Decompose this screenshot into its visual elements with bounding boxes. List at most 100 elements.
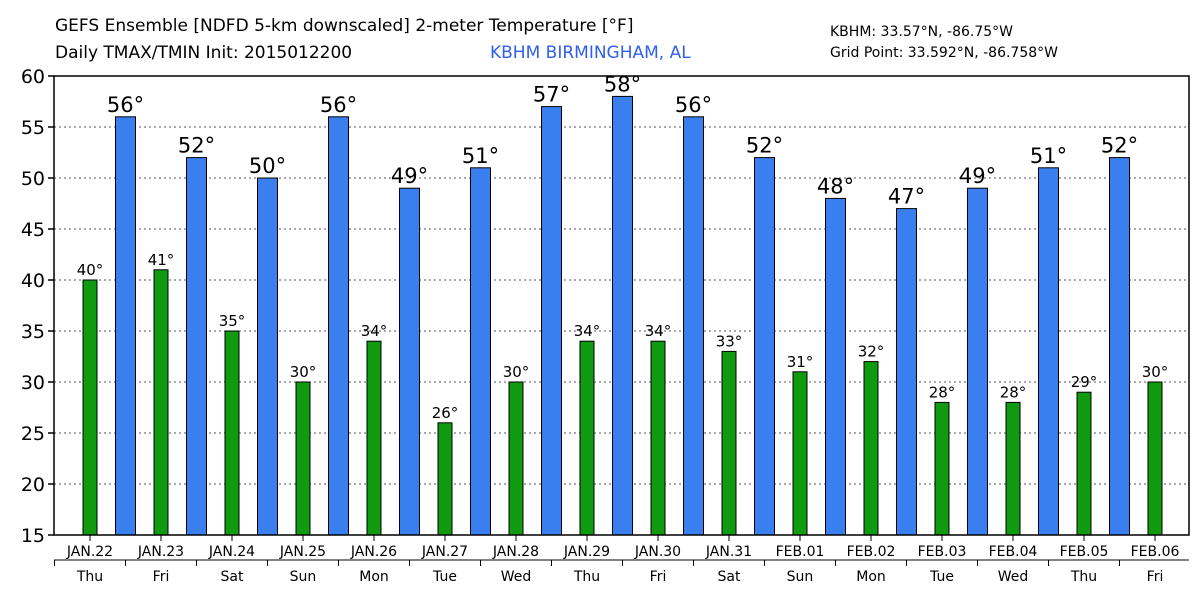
x-weekday-label: Mon	[856, 569, 886, 585]
tmax-label: 57°	[533, 83, 570, 107]
tmin-bar	[295, 381, 311, 536]
chart-title: GEFS Ensemble [NDFD 5-km downscaled] 2-m…	[55, 16, 634, 36]
tmin-label: 26°	[432, 404, 459, 422]
tmax-label: 50°	[249, 154, 286, 178]
x-weekday-label: Wed	[501, 569, 532, 585]
tmin-bar	[863, 361, 879, 536]
tmax-bar	[1038, 167, 1059, 536]
y-tick-label: 60	[21, 66, 45, 88]
tmin-bar	[934, 401, 950, 536]
tmax-bar	[399, 187, 420, 536]
y-tick-label: 45	[21, 219, 45, 241]
x-date-label: FEB.06	[1131, 544, 1180, 560]
x-weekday-label: Wed	[998, 569, 1029, 585]
tmin-bar	[1147, 381, 1163, 536]
x-weekday-label: Thu	[76, 569, 103, 585]
x-date-label: FEB.05	[1060, 544, 1109, 560]
x-weekday-label: Tue	[432, 569, 457, 585]
x-date-label: FEB.02	[847, 544, 896, 560]
x-date-label: FEB.03	[918, 544, 967, 560]
y-tick-label: 40	[21, 270, 45, 292]
grid-point-coordinates: Grid Point: 33.592°N, -86.758°W	[830, 45, 1058, 61]
tmax-bar	[541, 106, 562, 536]
tmax-label: 52°	[746, 134, 783, 158]
gridlines	[54, 126, 1189, 485]
tmax-label: 47°	[888, 185, 925, 209]
tmax-label: 48°	[817, 174, 854, 198]
tmax-bar	[612, 95, 633, 536]
tmin-bar	[721, 350, 737, 536]
x-date-label: JAN.23	[137, 544, 184, 560]
y-tick-label: 35	[21, 321, 45, 343]
tmin-bar	[1005, 401, 1021, 536]
x-weekday-label: Fri	[1147, 569, 1164, 585]
x-date-label: JAN.25	[279, 544, 326, 560]
x-weekday-label: Sat	[221, 569, 244, 585]
plot-frame	[53, 75, 1190, 536]
tmin-label: 34°	[574, 322, 601, 340]
tmax-label: 52°	[1101, 134, 1138, 158]
tmax-bar	[186, 157, 207, 536]
station-name: KBHM BIRMINGHAM, AL	[490, 43, 691, 63]
tmin-bar	[650, 340, 666, 536]
x-weekday-label: Thu	[573, 569, 600, 585]
x-date-label: JAN.27	[421, 544, 468, 560]
tmin-label: 32°	[858, 343, 885, 361]
tmax-bar	[1109, 157, 1130, 536]
chart-subtitle: Daily TMAX/TMIN Init: 2015012200	[55, 43, 353, 63]
tmax-bar	[754, 157, 775, 536]
tmin-bar	[792, 371, 808, 536]
tmin-bar	[437, 422, 453, 536]
x-weekday-label: Sun	[787, 569, 814, 585]
tmin-label: 34°	[645, 322, 672, 340]
tmin-bar	[579, 340, 595, 536]
tmin-label: 33°	[716, 332, 743, 350]
tmin-bar	[366, 340, 382, 536]
tmin-bar	[153, 269, 169, 536]
y-tick-label: 55	[21, 117, 45, 139]
x-date-label: JAN.29	[563, 544, 610, 560]
tmin-bar	[82, 279, 98, 536]
tmax-bar	[257, 177, 278, 536]
tmin-bar	[508, 381, 524, 536]
tmin-label: 31°	[787, 353, 814, 371]
tmin-label: 28°	[1000, 383, 1027, 401]
x-weekday-label: Fri	[153, 569, 170, 585]
tmax-label: 51°	[462, 144, 499, 168]
axes: 15 20 25 30 35 40 45 50 55 60 JAN.22 Thu JAN.23 Fri JA…	[21, 66, 1190, 585]
tmax-label: 56°	[107, 93, 144, 117]
x-date-label: JAN.24	[208, 544, 255, 560]
tmax-label: 56°	[320, 93, 357, 117]
x-date-label: JAN.30	[634, 544, 681, 560]
tmax-bar	[825, 197, 846, 536]
tmax-bar	[328, 116, 349, 536]
tmax-bar	[115, 116, 136, 536]
tmin-bar	[1076, 391, 1092, 536]
x-weekday-label: Sun	[290, 569, 317, 585]
x-weekday-label: Tue	[929, 569, 954, 585]
tmin-label: 30°	[290, 363, 317, 381]
tmax-label: 51°	[1030, 144, 1067, 168]
x-date-label: JAN.26	[350, 544, 397, 560]
x-date-label: FEB.04	[989, 544, 1038, 560]
tmax-label: 49°	[959, 164, 996, 188]
y-tick-label: 30	[21, 372, 45, 394]
y-tick-label: 20	[21, 474, 45, 496]
tmin-label: 30°	[503, 363, 530, 381]
tmax-label: 49°	[391, 164, 428, 188]
tmin-label: 41°	[148, 251, 175, 269]
x-date-label: FEB.01	[776, 544, 825, 560]
tmin-bar	[224, 330, 240, 536]
x-date-label: JAN.28	[492, 544, 539, 560]
tmax-bar	[896, 208, 917, 536]
x-date-label: JAN.31	[705, 544, 752, 560]
tmin-label: 35°	[219, 312, 246, 330]
station-coordinates: KBHM: 33.57°N, -86.75°W	[830, 24, 1013, 40]
tmin-label: 34°	[361, 322, 388, 340]
tmax-label: 52°	[178, 134, 215, 158]
y-tick-label: 50	[21, 168, 45, 190]
y-tick-label: 25	[21, 423, 45, 445]
x-weekday-label: Sat	[718, 569, 741, 585]
tmax-bar	[967, 187, 988, 536]
